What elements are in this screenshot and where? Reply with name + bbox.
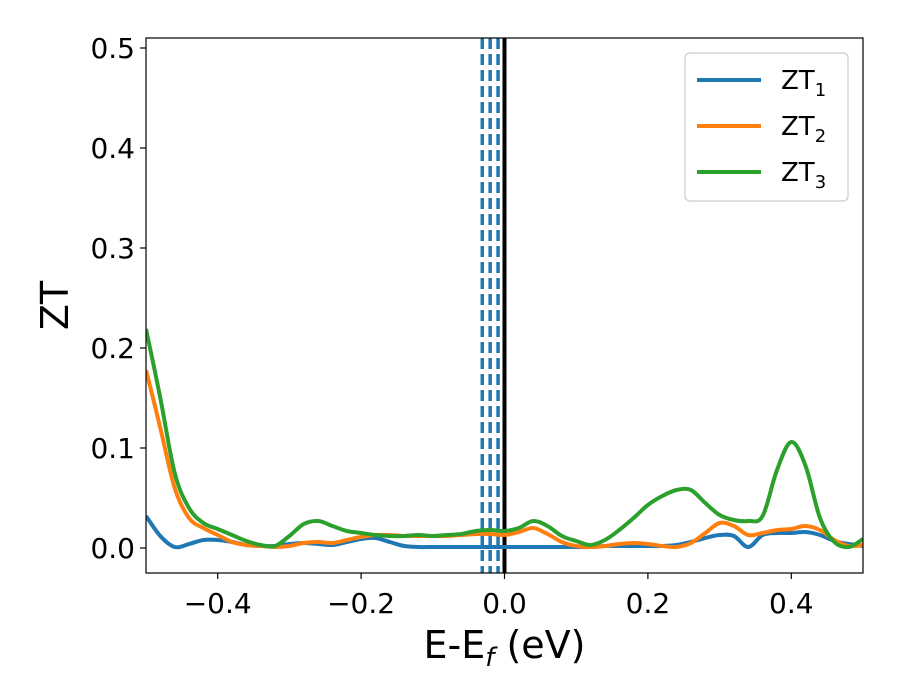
series-lines xyxy=(146,328,863,550)
y-tick-label: 0.4 xyxy=(90,132,135,165)
y-tick-label: 0.1 xyxy=(90,432,135,465)
y-tick-label: 0.2 xyxy=(90,332,135,365)
y-axis-title: ZT xyxy=(33,280,77,330)
legend-label-zt2: ZT2 xyxy=(781,112,826,147)
x-axis-ticks: −0.4 −0.2 0.0 0.2 0.4 xyxy=(184,573,814,620)
y-tick-label: 0.5 xyxy=(90,32,135,65)
reference-lines xyxy=(480,38,507,573)
legend-label-zt3: ZT3 xyxy=(781,158,826,193)
x-axis-title: E-Ef (eV) xyxy=(424,623,586,673)
x-tick-label: 0.0 xyxy=(482,587,527,620)
y-tick-label: 0.0 xyxy=(90,532,135,565)
x-tick-label: −0.2 xyxy=(327,587,395,620)
legend-label-zt1: ZT1 xyxy=(781,66,826,101)
y-tick-label: 0.3 xyxy=(90,232,135,265)
x-tick-label: 0.2 xyxy=(626,587,671,620)
y-axis-ticks: 0.0 0.1 0.2 0.3 0.4 0.5 xyxy=(90,32,146,565)
legend-box xyxy=(684,52,849,202)
legend: ZT1 ZT2 ZT3 xyxy=(684,52,849,202)
x-tick-label: −0.4 xyxy=(184,587,252,620)
series-line-zt3 xyxy=(146,328,863,550)
x-axis-title-unit: (eV) xyxy=(494,623,585,667)
x-axis-title-main: E-E xyxy=(424,623,486,667)
x-tick-label: 0.4 xyxy=(769,587,814,620)
